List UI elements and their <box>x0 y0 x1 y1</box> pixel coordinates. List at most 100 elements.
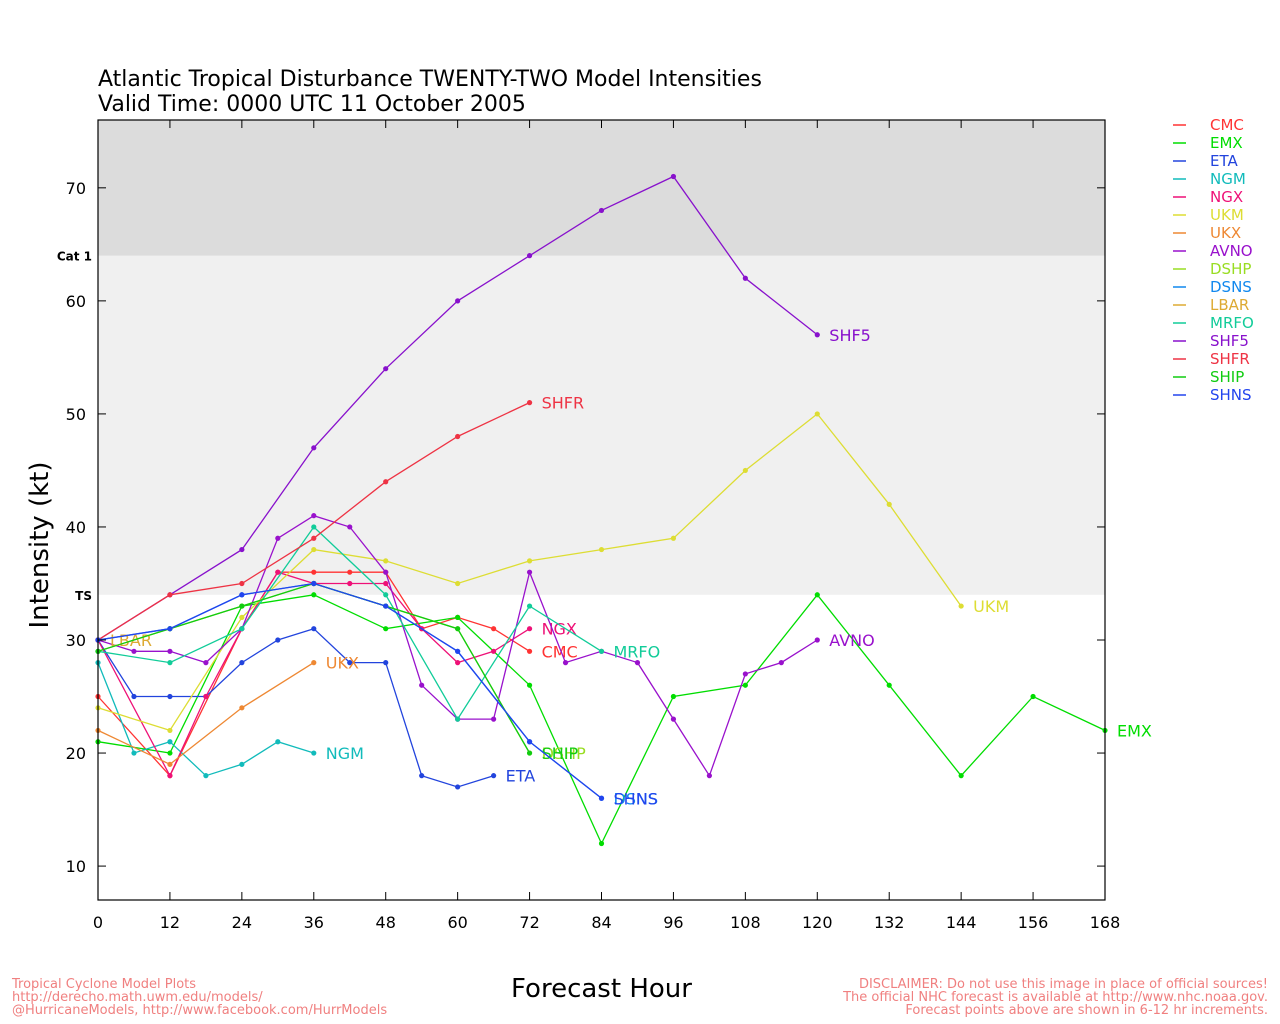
data-point-mrfo-48 <box>383 592 389 598</box>
data-point-ukm-96 <box>670 535 677 541</box>
legend-label-ukm: UKM <box>1210 206 1244 224</box>
y-tick-label-50: 50 <box>66 405 86 424</box>
x-tick-label-96: 96 <box>663 913 683 932</box>
data-point-ukm-132 <box>886 501 892 507</box>
x-tick-label-72: 72 <box>519 913 539 932</box>
x-tick-label-24: 24 <box>232 913 252 932</box>
footer-left-line1: Tropical Cyclone Model Plots <box>11 977 196 992</box>
footer-left-line3: @HurricaneModels, http://www.facebook.co… <box>12 1003 387 1018</box>
data-point-ukm-84 <box>598 546 605 553</box>
y-tick-label-30: 30 <box>66 631 86 650</box>
data-point-ukm-60 <box>455 580 461 587</box>
series-group: CMCEMXETANGMNGXUKMUKXAVNODSHPDSNSLBARMRF… <box>95 173 1152 847</box>
data-point-shfr-60 <box>455 433 461 440</box>
data-point-ukx-36 <box>311 660 317 666</box>
data-point-ngx-42 <box>347 580 353 587</box>
data-point-emx-72 <box>526 682 533 688</box>
series-shfr: SHFR <box>95 394 584 643</box>
data-point-cmc-42 <box>347 569 353 575</box>
data-point-eta-12 <box>167 693 173 700</box>
data-point-avno-36 <box>311 513 317 519</box>
data-point-shfr-24 <box>239 580 245 587</box>
data-point-emx-132 <box>886 682 892 688</box>
data-point-shf5-84 <box>598 207 605 214</box>
series-ukm: UKM <box>95 411 1009 734</box>
data-point-avno-96 <box>670 716 677 722</box>
data-point-ngm-30 <box>275 739 281 745</box>
data-point-shns-24 <box>239 592 245 598</box>
data-point-ship-60 <box>455 626 461 632</box>
legend-label-ship: SHIP <box>1210 368 1244 386</box>
data-point-emx-12 <box>167 750 173 756</box>
y-tick-label-60: 60 <box>66 292 86 311</box>
intensity-band-0 <box>98 255 1105 595</box>
series-label-eta: ETA <box>506 767 536 786</box>
data-point-ukm-24 <box>239 614 245 620</box>
data-point-ukm-144 <box>958 603 964 609</box>
chart-title-line2: Valid Time: 0000 UTC 11 October 2005 <box>98 92 526 117</box>
series-label-shfr: SHFR <box>542 394 585 413</box>
legend-item-mrfo: MRFO <box>1173 314 1254 332</box>
legend-label-dsns: DSNS <box>1210 278 1252 296</box>
data-point-eta-36 <box>311 626 317 632</box>
threshold-labels: TS Cat 1 <box>57 250 92 603</box>
intensity-bands <box>98 120 1105 595</box>
y-tick-label-10: 10 <box>66 857 86 876</box>
axis-ticks: 0 12 24 36 48 60 72 84 96 108 120 132 144 156 168 10 20 3… <box>66 120 1121 932</box>
data-point-emx-84 <box>598 840 605 847</box>
series-shns: SHNS <box>95 580 658 808</box>
data-point-emx-120 <box>814 592 820 598</box>
series-cmc: CMC <box>95 569 578 779</box>
data-point-shf5-48 <box>383 366 389 372</box>
data-point-ukx-24 <box>239 705 245 711</box>
data-point-mrfo-12 <box>167 660 173 666</box>
footer-left: Tropical Cyclone Model Plots http://dere… <box>11 977 387 1018</box>
data-point-ship-72 <box>526 750 533 756</box>
data-point-ngm-18 <box>203 773 209 779</box>
x-tick-label-168: 168 <box>1090 913 1121 932</box>
legend-item-lbar: LBAR <box>1173 296 1249 314</box>
x-tick-label-144: 144 <box>946 913 977 932</box>
series-label-ukm: UKM <box>973 597 1009 616</box>
data-point-avno-66 <box>491 716 497 722</box>
data-point-avno-90 <box>634 660 641 666</box>
series-shf5: SHF5 <box>95 173 871 643</box>
x-tick-label-108: 108 <box>730 913 761 932</box>
data-point-avno-72 <box>526 569 533 575</box>
data-point-shf5-60 <box>455 298 461 304</box>
data-point-emx-156 <box>1030 693 1036 700</box>
data-point-eta-54 <box>419 773 425 779</box>
series-label-mrfo: MRFO <box>614 642 661 661</box>
data-point-ngx-12 <box>167 773 173 779</box>
legend-label-avno: AVNO <box>1210 242 1253 260</box>
legend-label-dshp: DSHP <box>1210 260 1251 278</box>
data-point-cmc-36 <box>311 569 317 575</box>
legend-label-mrfo: MRFO <box>1210 314 1254 332</box>
legend-item-dsns: DSNS <box>1173 278 1252 296</box>
data-point-eta-48 <box>383 660 389 666</box>
threshold-label-cat-1: Cat 1 <box>57 250 92 264</box>
legend-item-ukx: UKX <box>1173 224 1241 242</box>
series-label-shf5: SHF5 <box>829 326 871 345</box>
data-point-avno-12 <box>167 648 173 654</box>
series-ngm: NGM <box>95 660 364 779</box>
legend-item-eta: ETA <box>1173 152 1238 170</box>
legend-item-shf5: SHF5 <box>1173 332 1249 350</box>
data-point-ngx-18 <box>203 693 209 700</box>
legend-label-ngm: NGM <box>1210 170 1246 188</box>
footer-right-line1: DISCLAIMER: Do not use this image in pla… <box>859 977 1268 992</box>
data-point-ukm-48 <box>383 558 389 564</box>
series-label-ngm: NGM <box>326 744 364 763</box>
legend-label-ukx: UKX <box>1210 224 1241 242</box>
data-point-shns-36 <box>311 580 317 587</box>
data-point-ukm-108 <box>742 467 748 474</box>
data-point-shfr-48 <box>383 479 389 485</box>
data-point-emx-108 <box>742 682 748 688</box>
footer-right-line3: Forecast points above are shown in 6-12 … <box>905 1003 1268 1018</box>
x-tick-label-48: 48 <box>376 913 396 932</box>
x-tick-label-60: 60 <box>447 913 467 932</box>
x-axis-label: Forecast Hour <box>511 974 692 1004</box>
data-point-ukm-12 <box>167 727 173 734</box>
intensity-band-1 <box>98 120 1105 256</box>
series-ukx: UKX <box>95 654 359 767</box>
